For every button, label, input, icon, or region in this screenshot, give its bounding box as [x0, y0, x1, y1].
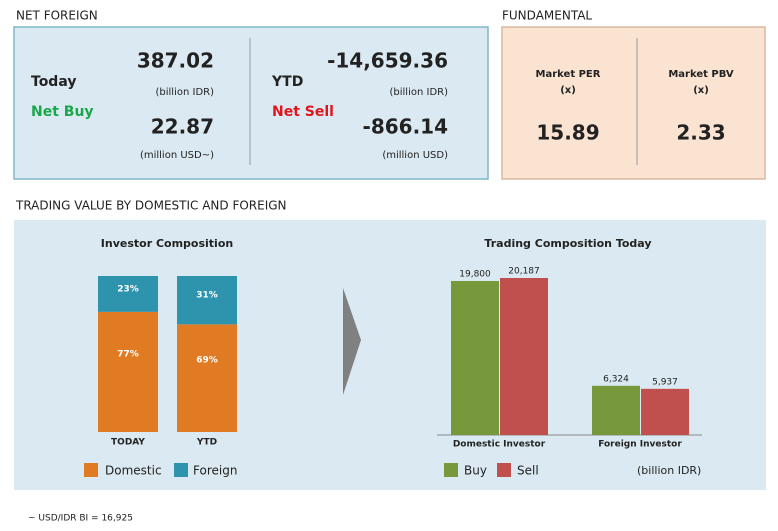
unit-label: (billion IDR) [637, 464, 701, 477]
label: Market PBV [668, 69, 734, 80]
value-label: 23% [117, 284, 139, 294]
bar-segment [177, 276, 237, 325]
value-label: 69% [196, 356, 218, 366]
bar [641, 388, 689, 435]
unit: (x) [693, 85, 709, 96]
value: 22.87 [151, 115, 214, 139]
value-label: 77% [117, 349, 139, 359]
bar-segment [177, 324, 237, 432]
legend-swatch [84, 463, 98, 477]
value-label: 20,187 [508, 267, 540, 277]
unit: (million USD~) [140, 150, 214, 161]
legend-label: Buy [464, 464, 487, 478]
bar [500, 278, 548, 435]
label: YTD [271, 74, 303, 90]
x-tick-label: YTD [196, 438, 217, 448]
bar [451, 281, 499, 435]
section-title: TRADING VALUE BY DOMESTIC AND FOREIGN [15, 199, 287, 213]
label: Market PER [536, 69, 601, 80]
arrow [343, 288, 361, 395]
legend-swatch [497, 463, 511, 477]
x-tick-label: TODAY [111, 438, 145, 448]
x-tick-label: Foreign Investor [598, 440, 682, 450]
panel [501, 26, 766, 180]
section-title: FUNDAMENTAL [502, 9, 592, 23]
value: -866.14 [363, 115, 448, 139]
value-label: 19,800 [459, 270, 491, 280]
section-title: NET FOREIGN [16, 9, 98, 23]
value-label: 6,324 [603, 374, 629, 384]
legend-swatch [174, 463, 188, 477]
unit: (x) [560, 85, 576, 96]
unit: (billion IDR) [156, 87, 215, 98]
value-label: 5,937 [652, 377, 678, 387]
value-label: 31% [196, 291, 218, 301]
legend-label: Domestic [105, 464, 162, 478]
unit: (million USD) [382, 150, 448, 161]
status: Net Buy [31, 104, 94, 120]
value: 387.02 [137, 49, 214, 73]
legend-label: Sell [517, 464, 539, 478]
footnote: ~ USD/IDR BI = 16,925 [28, 514, 133, 524]
panel [13, 26, 489, 180]
legend-label: Foreign [193, 464, 237, 478]
bar [592, 385, 640, 435]
label: Today [31, 74, 76, 90]
bar-segment [98, 276, 158, 312]
x-tick-label: Domestic Investor [453, 440, 546, 450]
chart-title: Investor Composition [101, 237, 233, 250]
value: 15.89 [536, 121, 599, 145]
value: 2.33 [676, 121, 725, 145]
unit: (billion IDR) [390, 87, 449, 98]
status: Net Sell [272, 104, 334, 120]
value: -14,659.36 [327, 49, 448, 73]
legend-swatch [444, 463, 458, 477]
chart-title: Trading Composition Today [484, 237, 651, 250]
bar-segment [98, 311, 158, 432]
